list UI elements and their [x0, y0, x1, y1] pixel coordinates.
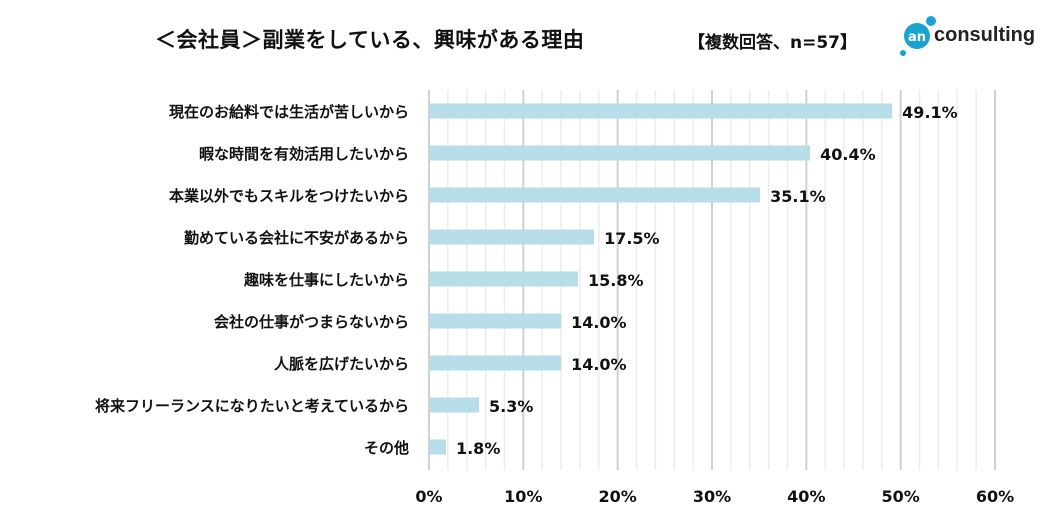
x-tick-label: 30% [693, 487, 731, 506]
data-label: 14.0% [571, 355, 627, 374]
bar [430, 397, 479, 413]
logo-mark-icon: an [900, 16, 936, 56]
bar [430, 229, 595, 245]
bar [430, 313, 562, 329]
category-label: 勤めている会社に不安があるから [184, 229, 409, 247]
x-tick-label: 50% [882, 487, 920, 506]
x-tick-label: 0% [415, 487, 442, 506]
data-label: 17.5% [604, 229, 660, 248]
data-label: 40.4% [820, 145, 876, 164]
data-label: 35.1% [770, 187, 826, 206]
chart-title: ＜会社員＞副業をしている、興味がある理由 [155, 28, 585, 52]
x-tick-label: 60% [976, 487, 1014, 506]
data-label: 5.3% [489, 397, 533, 416]
bar [430, 271, 579, 287]
bar [430, 187, 761, 203]
data-label: 49.1% [902, 103, 958, 122]
category-label: 会社の仕事がつまらないから [214, 313, 409, 331]
x-tick-label: 10% [504, 487, 542, 506]
category-label: 人脈を広げたいから [274, 355, 409, 373]
logo-mark-text: an [908, 30, 926, 45]
x-tick-label: 40% [787, 487, 825, 506]
logo-text: consulting [934, 24, 1036, 46]
category-label: 本業以外でもスキルをつけたいから [169, 187, 409, 205]
data-label: 14.0% [571, 313, 627, 332]
data-label: 1.8% [456, 439, 500, 458]
bar [430, 355, 562, 371]
chart-subtitle: 【複数回答、n=57】 [688, 33, 858, 53]
category-label: 趣味を仕事にしたいから [243, 271, 409, 289]
x-tick-label: 20% [599, 487, 637, 506]
bar [430, 145, 811, 161]
logo: an consulting [898, 14, 1038, 58]
category-label: 暇な時間を有効活用したいから [199, 145, 409, 163]
category-label: 将来フリーランスになりたいと考えているから [95, 397, 409, 415]
category-label: その他 [364, 439, 409, 457]
bar [430, 103, 893, 119]
data-label: 15.8% [588, 271, 644, 290]
category-label: 現在のお給料では生活が苦しいから [169, 103, 409, 121]
bar [430, 439, 446, 455]
